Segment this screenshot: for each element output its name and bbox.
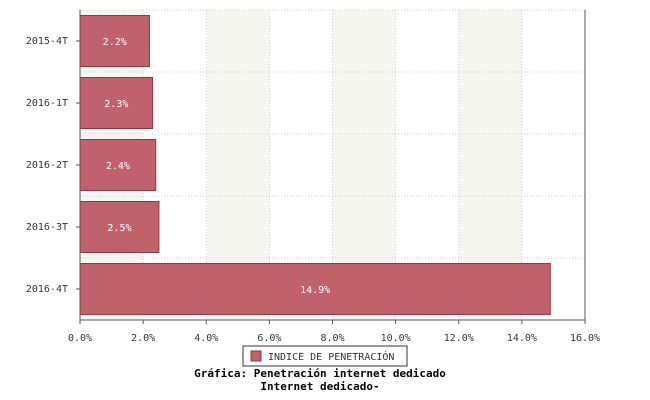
y-tick-label: 2015-4T (26, 36, 68, 47)
x-tick-label: 14.0% (507, 333, 537, 344)
bar (79, 77, 154, 129)
x-tick-label: 10.0% (381, 333, 411, 344)
value-label: 14.9% (300, 285, 330, 296)
value-label: 2.2% (103, 37, 127, 48)
y-tick-label: 2016-2T (26, 160, 68, 171)
value-label: 2.3% (104, 99, 128, 110)
y-tick-label: 2016-3T (26, 222, 68, 233)
x-tick-label: 8.0% (320, 333, 344, 344)
y-tick-label: 2016-4T (26, 284, 68, 295)
legend-label: INDICE DE PENETRACIÓN (268, 350, 394, 363)
value-label: 2.5% (107, 223, 131, 234)
y-tick-label: 2016-1T (26, 98, 68, 109)
x-tick-label: 4.0% (194, 333, 218, 344)
chart-title: Gráfica: Penetración internet dedicado (194, 367, 446, 380)
x-tick-label: 0.0% (68, 333, 92, 344)
x-tick-label: 2.0% (131, 333, 155, 344)
x-tick-label: 6.0% (257, 333, 281, 344)
chart-subtitle: Internet dedicado- (260, 380, 379, 393)
bar (79, 263, 551, 315)
legend-swatch (250, 350, 262, 362)
x-tick-label: 12.0% (444, 333, 474, 344)
bar (79, 139, 157, 191)
value-label: 2.4% (106, 161, 130, 172)
x-tick-label: 16.0% (570, 333, 600, 344)
legend-box (242, 345, 408, 367)
bar (79, 15, 150, 67)
bar (79, 201, 160, 253)
